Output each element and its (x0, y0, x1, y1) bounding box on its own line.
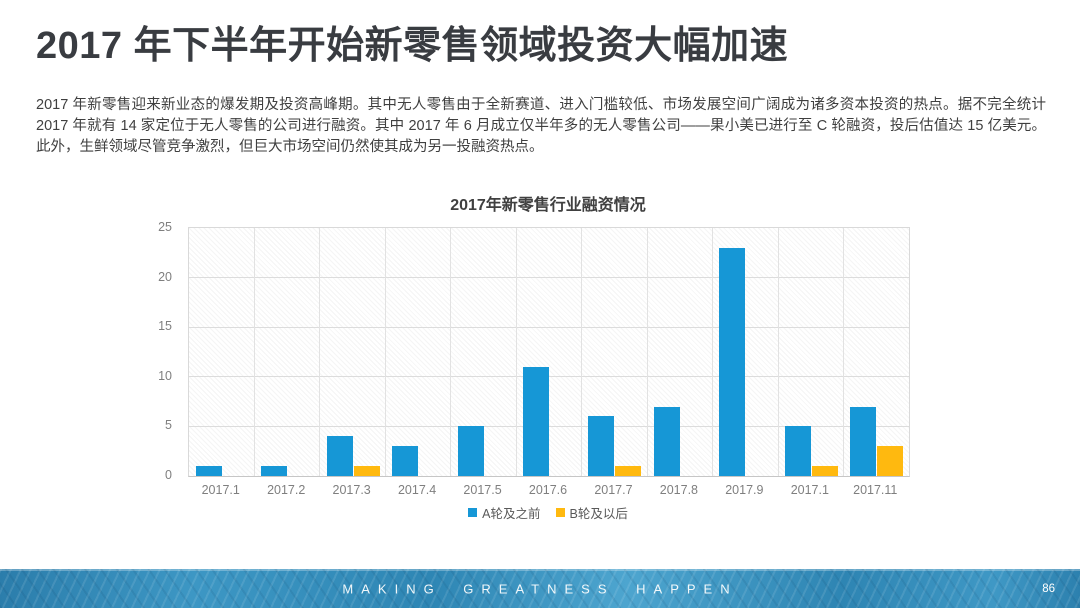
gridline-vertical (581, 228, 583, 476)
legend-label: A轮及之前 (482, 507, 541, 521)
gridline-vertical (515, 228, 517, 476)
x-tick-label: 2017.6 (528, 483, 568, 497)
y-tick-label: 10 (158, 368, 172, 383)
legend-label: B轮及以后 (569, 507, 628, 521)
gridline-horizontal (189, 326, 909, 328)
legend-item: A轮及之前 (468, 503, 541, 522)
x-tick-label: 2017.7 (594, 483, 633, 497)
gridline-vertical (319, 228, 321, 476)
bar-A轮及之前 (653, 406, 680, 476)
slide-title: 2017 年下半年开始新零售领域投资大幅加速 (36, 25, 789, 67)
gridline-vertical (712, 228, 714, 476)
bar-B轮及以后 (353, 466, 380, 476)
bar-A轮及之前 (523, 366, 549, 476)
y-tick-label: 20 (158, 269, 172, 284)
bar-A轮及之前 (784, 426, 811, 476)
bar-A轮及之前 (326, 436, 353, 476)
chart-title: 2017年新零售行业融资情况 (450, 197, 646, 214)
legend-swatch-A轮及之前 (468, 508, 478, 517)
bar-B轮及以后 (811, 466, 838, 476)
x-tick-label: 2017.11 (853, 483, 898, 497)
bar-B轮及以后 (615, 466, 642, 476)
gridline-horizontal (189, 376, 909, 378)
bar-A轮及之前 (261, 466, 288, 476)
bar-B轮及以后 (877, 446, 904, 476)
x-tick-label: 2017.1 (201, 483, 240, 497)
x-tick-label: 2017.4 (397, 483, 437, 497)
y-tick-label: 0 (165, 468, 172, 482)
bar-A轮及之前 (850, 406, 877, 476)
gridline-vertical (450, 228, 452, 476)
x-tick-label: 2017.1 (790, 483, 829, 497)
x-tick-label: 2017.2 (267, 483, 306, 497)
chart-legend: A轮及之前 B轮及以后 (188, 503, 908, 522)
y-axis: 0 5 10 15 20 25 (138, 220, 180, 482)
footer-band: MAKING GREATNESS HAPPEN 86 (0, 569, 1080, 608)
page-number: 86 (1042, 582, 1055, 595)
bar-A轮及之前 (457, 426, 484, 476)
y-tick-label: 25 (158, 220, 172, 234)
y-tick-label: 5 (165, 418, 172, 433)
legend-item: B轮及以后 (555, 503, 628, 522)
gridline-vertical (646, 228, 648, 476)
gridline-horizontal (189, 277, 909, 279)
y-tick-label: 15 (158, 319, 172, 334)
gridline-vertical (384, 228, 386, 476)
footer-slogan: MAKING GREATNESS HAPPEN (342, 581, 738, 596)
body-paragraph: 2017 年新零售迎来新业态的爆发期及投资高峰期。其中无人零售由于全新赛道、进入… (36, 97, 1046, 155)
gridline-vertical (843, 228, 845, 476)
x-tick-label: 2017.3 (332, 483, 371, 497)
bar-A轮及之前 (195, 466, 222, 476)
gridline-vertical (253, 228, 255, 476)
plot-area (188, 227, 910, 477)
bar-A轮及之前 (719, 247, 746, 476)
x-tick-label: 2017.9 (725, 483, 764, 497)
legend-swatch-B轮及以后 (555, 508, 565, 517)
x-tick-label: 2017.5 (463, 483, 502, 497)
bar-A轮及之前 (588, 416, 615, 476)
gridline-vertical (777, 228, 779, 476)
bar-chart: 2017年新零售行业融资情况 0 5 10 15 20 25 2017.1 2017.2 20… (0, 185, 1080, 530)
x-tick-label: 2017.8 (659, 483, 699, 497)
x-axis: 2017.1 2017.2 2017.3 2017.4 2017.5 2017.6 2017… (188, 483, 908, 497)
gridline-horizontal (189, 425, 909, 427)
bar-A轮及之前 (392, 446, 419, 476)
